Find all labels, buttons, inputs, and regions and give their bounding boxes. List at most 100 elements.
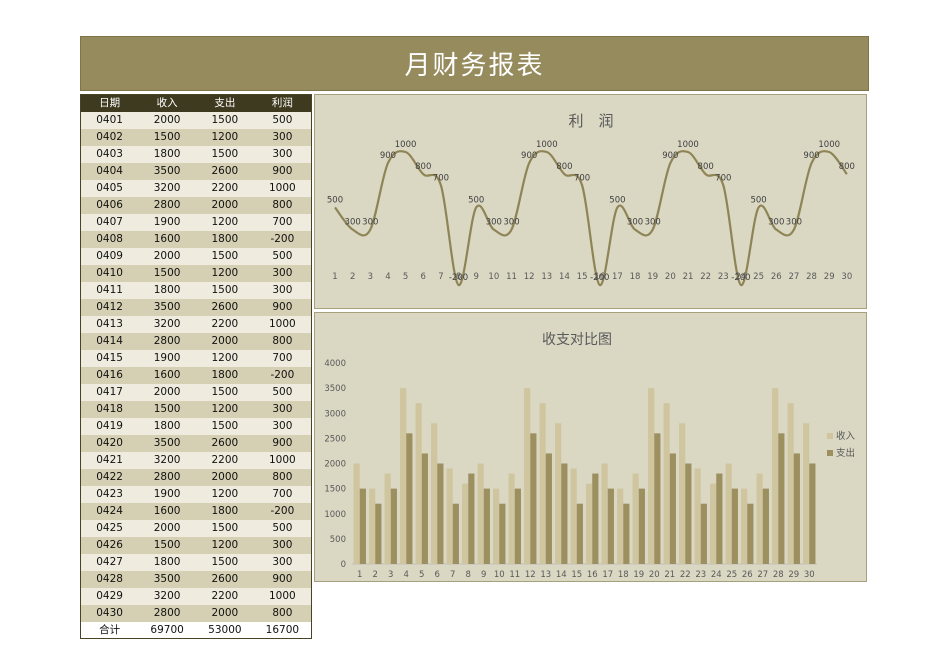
bar-x-tick-label: 2 [373, 570, 378, 580]
cell-date: 0417 [96, 386, 123, 398]
cell-profit: 300 [272, 403, 293, 415]
income-bar [586, 483, 593, 564]
cell-profit: 1000 [269, 454, 296, 466]
income-bar [756, 473, 763, 564]
table-row: 0401 2000 1500 500 [80, 111, 312, 129]
expense-bar [778, 433, 785, 564]
income-expense-bar-chart: 收支对比图 0 500 1000 1500 2000 2500 3000 3500 4000 1 2… [314, 312, 867, 582]
cell-date: 0408 [96, 233, 123, 245]
income-bar [539, 403, 546, 564]
table-row: 0423 1900 1200 700 [80, 485, 312, 503]
table-row: 0411 1800 1500 300 [80, 281, 312, 299]
table-header-row: 日期 收入 支出 利润 [80, 94, 312, 112]
cell-profit: 800 [272, 335, 293, 347]
total-expense: 53000 [208, 623, 242, 636]
bar-y-tick-label: 1500 [324, 485, 346, 495]
profit-x-tick-label: 21 [683, 272, 694, 282]
bar-x-tick-label: 30 [804, 570, 815, 580]
table-row: 0419 1800 1500 300 [80, 417, 312, 435]
cell-income: 1600 [153, 369, 181, 381]
profit-data-label: 1000 [536, 140, 558, 150]
profit-x-tick-label: 30 [841, 272, 852, 282]
bar-x-tick-label: 20 [649, 570, 660, 580]
cell-expense: 1800 [211, 505, 239, 517]
bar-x-tick-label: 17 [602, 570, 613, 580]
profit-data-label: 300 [503, 218, 519, 228]
cell-date: 0415 [96, 352, 123, 364]
cell-expense: 2000 [211, 199, 239, 211]
table-row: 0408 1600 1800 -200 [80, 230, 312, 248]
bar-x-tick-label: 28 [773, 570, 784, 580]
expense-bar [731, 488, 738, 564]
cell-income: 1800 [153, 420, 181, 432]
expense-bar [576, 503, 583, 564]
cell-income: 1600 [153, 505, 181, 517]
cell-date: 0428 [96, 573, 123, 585]
cell-income: 2000 [153, 522, 181, 534]
cell-expense: 2600 [211, 573, 239, 585]
cell-expense: 2000 [211, 471, 239, 483]
cell-income: 3200 [153, 182, 181, 194]
cell-expense: 2200 [211, 318, 239, 330]
profit-data-label: -200 [590, 273, 609, 283]
bar-y-tick-label: 4000 [324, 359, 346, 369]
profit-data-label: 500 [750, 195, 766, 205]
profit-data-label: 500 [609, 195, 625, 205]
profit-x-tick-label: 19 [647, 272, 658, 282]
income-bar [741, 488, 748, 564]
cell-profit: 300 [272, 148, 293, 160]
legend-expense-label: 支出 [836, 447, 855, 459]
cell-income: 2000 [153, 386, 181, 398]
expense-bar [452, 503, 459, 564]
income-bar [524, 388, 531, 564]
bar-x-tick-label: 5 [419, 570, 424, 580]
cell-income: 1900 [153, 352, 181, 364]
finance-table: 日期 收入 支出 利润 0401 2000 1500 500 0402 1500 1200 3… [80, 94, 312, 639]
bar-x-tick-label: 24 [711, 570, 722, 580]
cell-date: 0426 [96, 539, 123, 551]
cell-date: 0418 [96, 403, 123, 415]
income-bar [570, 468, 577, 564]
profit-x-tick-label: 13 [541, 272, 552, 282]
report-title: 月财务报表 [404, 51, 545, 81]
table-row: 0418 1500 1200 300 [80, 400, 312, 418]
income-bar [617, 488, 624, 564]
cell-expense: 2200 [211, 454, 239, 466]
cell-income: 2800 [153, 471, 181, 483]
cell-date: 0424 [96, 505, 123, 517]
bar-x-tick-label: 7 [450, 570, 455, 580]
bar-y-tick-label: 2000 [324, 460, 346, 470]
profit-data-label: 900 [521, 151, 537, 161]
expense-bar [607, 488, 614, 564]
bar-x-tick-label: 14 [556, 570, 567, 580]
income-bar [431, 423, 438, 564]
profit-data-label: 1000 [677, 140, 699, 150]
income-bar [725, 463, 732, 564]
cell-income: 1800 [153, 556, 181, 568]
profit-x-tick-label: 17 [612, 272, 623, 282]
cell-date: 0404 [96, 165, 123, 177]
bar-y-tick-label: 3000 [324, 409, 346, 419]
expense-bar [530, 433, 537, 564]
profit-x-tick-label: 27 [788, 272, 799, 282]
profit-x-tick-label: 15 [577, 272, 588, 282]
bar-x-tick-label: 9 [481, 570, 486, 580]
cell-date: 0425 [96, 522, 123, 534]
cell-expense: 1500 [211, 556, 239, 568]
cell-profit: 800 [272, 199, 293, 211]
bar-x-tick-label: 23 [695, 570, 706, 580]
cell-expense: 2200 [211, 590, 239, 602]
cell-income: 2800 [153, 335, 181, 347]
cell-profit: 500 [272, 386, 293, 398]
cell-profit: 300 [272, 420, 293, 432]
profit-x-tick-label: 2 [350, 272, 355, 282]
income-bar [369, 488, 376, 564]
cell-income: 2000 [153, 250, 181, 262]
income-bar [663, 403, 670, 564]
cell-profit: 700 [272, 216, 293, 228]
bar-x-tick-label: 13 [540, 570, 551, 580]
cell-expense: 1800 [211, 369, 239, 381]
income-bar [555, 423, 562, 564]
bar-x-tick-label: 11 [509, 570, 520, 580]
